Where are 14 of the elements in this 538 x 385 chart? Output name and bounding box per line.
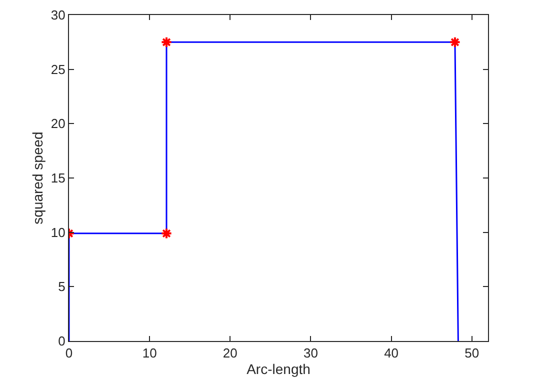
x-axis-title: Arc-length: [246, 360, 310, 377]
y-tick-label: 0: [58, 334, 66, 349]
x-tick-label: 30: [303, 346, 318, 361]
y-tick-label: 25: [50, 62, 66, 77]
y-tick-label: 15: [50, 170, 66, 186]
y-tick-label: 20: [50, 116, 66, 132]
x-tick-label: 40: [384, 346, 399, 361]
y-tick-label: 5: [58, 279, 66, 294]
x-tick-label: 20: [222, 346, 238, 361]
y-tick-label: 10: [50, 224, 66, 240]
x-tick-label: 10: [142, 346, 157, 361]
y-axis-title: squared speed: [30, 132, 46, 224]
y-tick-label: 30: [50, 8, 66, 23]
x-tick-label: 50: [464, 346, 480, 361]
